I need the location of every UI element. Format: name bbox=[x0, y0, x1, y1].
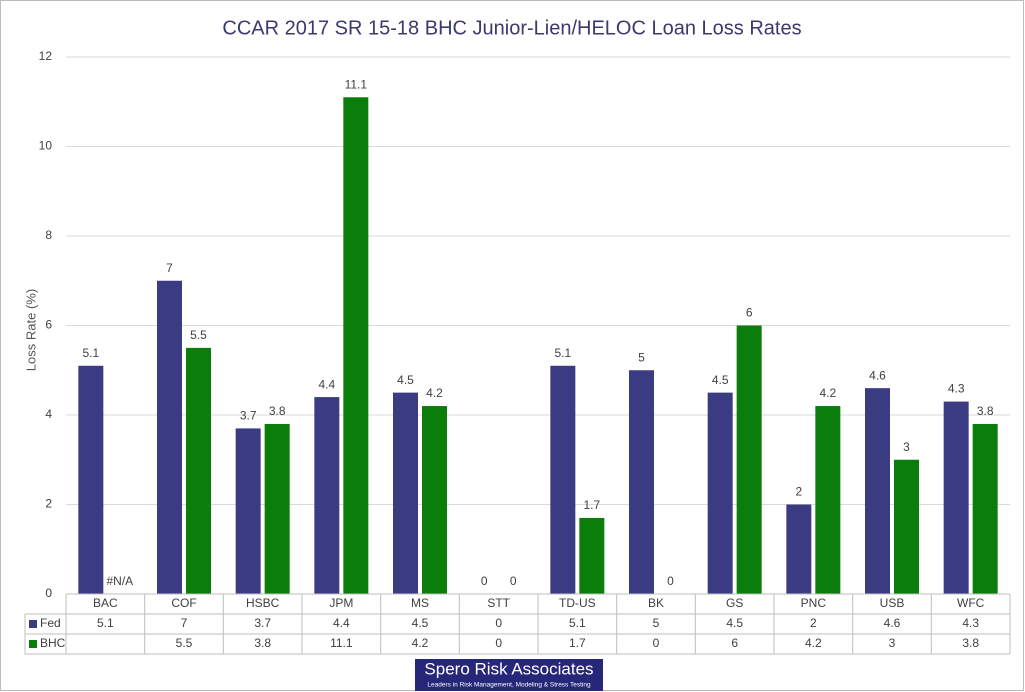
x-tick-label: JPM bbox=[329, 596, 353, 610]
y-tick-label: 4 bbox=[45, 407, 52, 421]
table-cell: 1.7 bbox=[569, 636, 586, 650]
data-label: 5 bbox=[638, 350, 645, 364]
y-tick-label: 12 bbox=[39, 49, 53, 63]
data-label: 3 bbox=[903, 440, 910, 454]
x-tick-label: BAC bbox=[93, 596, 118, 610]
data-label: 4.5 bbox=[397, 373, 414, 387]
table-cell: 3 bbox=[889, 636, 896, 650]
bar bbox=[972, 423, 998, 594]
data-label: 4.6 bbox=[869, 368, 886, 382]
table-cell: 4.2 bbox=[805, 636, 822, 650]
table-cell: 0 bbox=[653, 636, 660, 650]
legend-key bbox=[29, 640, 37, 648]
x-tick-label: PNC bbox=[801, 596, 827, 610]
data-label: 3.8 bbox=[977, 404, 994, 418]
y-tick-label: 8 bbox=[45, 228, 52, 242]
logo-name: Spero Risk Associates bbox=[424, 659, 593, 678]
data-label: 6 bbox=[746, 306, 753, 320]
data-label: 4.5 bbox=[712, 373, 729, 387]
data-label: 5.1 bbox=[82, 346, 99, 360]
table-cell: 3.8 bbox=[254, 636, 271, 650]
table-cell: 2 bbox=[810, 616, 817, 630]
data-label: 3.8 bbox=[269, 404, 286, 418]
bar bbox=[235, 428, 261, 594]
y-tick-label: 6 bbox=[45, 318, 52, 332]
y-tick-label: 2 bbox=[45, 497, 52, 511]
bar bbox=[943, 401, 969, 594]
bar bbox=[264, 423, 290, 594]
table-cell: 5 bbox=[653, 616, 660, 630]
legend-label: Fed bbox=[40, 616, 61, 630]
chart-title: CCAR 2017 SR 15-18 BHC Junior-Lien/HELOC… bbox=[222, 17, 801, 39]
data-label: 3.7 bbox=[240, 409, 257, 423]
table-cell: 7 bbox=[181, 616, 188, 630]
data-label: 5.1 bbox=[554, 346, 571, 360]
x-tick-label: TD-US bbox=[559, 596, 596, 610]
table-cell: 0 bbox=[495, 616, 502, 630]
x-tick-label: HSBC bbox=[246, 596, 280, 610]
table-cell: 4.4 bbox=[333, 616, 350, 630]
data-label: 1.7 bbox=[583, 498, 600, 512]
table-cell: 5.5 bbox=[176, 636, 193, 650]
bar bbox=[314, 397, 340, 594]
table-cell: 11.1 bbox=[330, 636, 353, 650]
x-tick-label: BK bbox=[648, 596, 664, 610]
x-tick-label: STT bbox=[487, 596, 510, 610]
table-cell: 0 bbox=[495, 636, 502, 650]
table-cell: 4.5 bbox=[412, 616, 429, 630]
logo-box bbox=[415, 659, 603, 691]
table-cell: 4.6 bbox=[884, 616, 901, 630]
data-label: 4.4 bbox=[318, 377, 335, 391]
bar bbox=[629, 370, 654, 594]
x-tick-label: USB bbox=[880, 596, 905, 610]
bar bbox=[186, 347, 211, 594]
bar bbox=[707, 392, 733, 594]
bar bbox=[786, 504, 812, 594]
data-label: 11.1 bbox=[345, 77, 368, 91]
table-cell: 4.3 bbox=[962, 616, 979, 630]
bar bbox=[157, 280, 182, 594]
table-cell: 4.5 bbox=[726, 616, 743, 630]
bar bbox=[894, 459, 919, 594]
y-tick-label: 0 bbox=[45, 586, 52, 600]
data-label: 5.5 bbox=[190, 328, 207, 342]
bar bbox=[865, 388, 890, 594]
table-cell: 6 bbox=[731, 636, 738, 650]
data-label: 4.3 bbox=[948, 382, 965, 396]
bar bbox=[343, 97, 369, 595]
bar bbox=[393, 392, 418, 594]
bar bbox=[78, 365, 104, 594]
y-tick-label: 10 bbox=[39, 139, 53, 153]
table-cell: 3.7 bbox=[254, 616, 271, 630]
x-tick-label: GS bbox=[726, 596, 743, 610]
legend-label: BHC bbox=[40, 636, 66, 650]
legend-key bbox=[29, 620, 37, 628]
data-label: 4.2 bbox=[426, 386, 443, 400]
x-tick-label: WFC bbox=[957, 596, 985, 610]
data-label: 0 bbox=[481, 574, 488, 588]
y-axis-label: Loss Rate (%) bbox=[23, 289, 38, 371]
bar bbox=[579, 517, 605, 594]
data-label: #N/A bbox=[106, 574, 133, 588]
x-tick-label: COF bbox=[171, 596, 196, 610]
table-cell: 5.1 bbox=[97, 616, 114, 630]
table-cell: 5.1 bbox=[569, 616, 586, 630]
data-label: 2 bbox=[795, 485, 802, 499]
data-label: 4.2 bbox=[819, 386, 836, 400]
data-label: 7 bbox=[166, 261, 173, 275]
bar bbox=[736, 325, 762, 594]
bar bbox=[815, 406, 841, 594]
bar bbox=[550, 365, 576, 594]
logo-tagline: Leaders in Risk Management, Modeling & S… bbox=[427, 682, 591, 689]
bar bbox=[422, 406, 447, 594]
table-cell: 4.2 bbox=[412, 636, 429, 650]
data-label: 0 bbox=[667, 574, 674, 588]
x-tick-label: MS bbox=[411, 596, 429, 610]
data-label: 0 bbox=[510, 574, 517, 588]
table-cell: 3.8 bbox=[962, 636, 979, 650]
